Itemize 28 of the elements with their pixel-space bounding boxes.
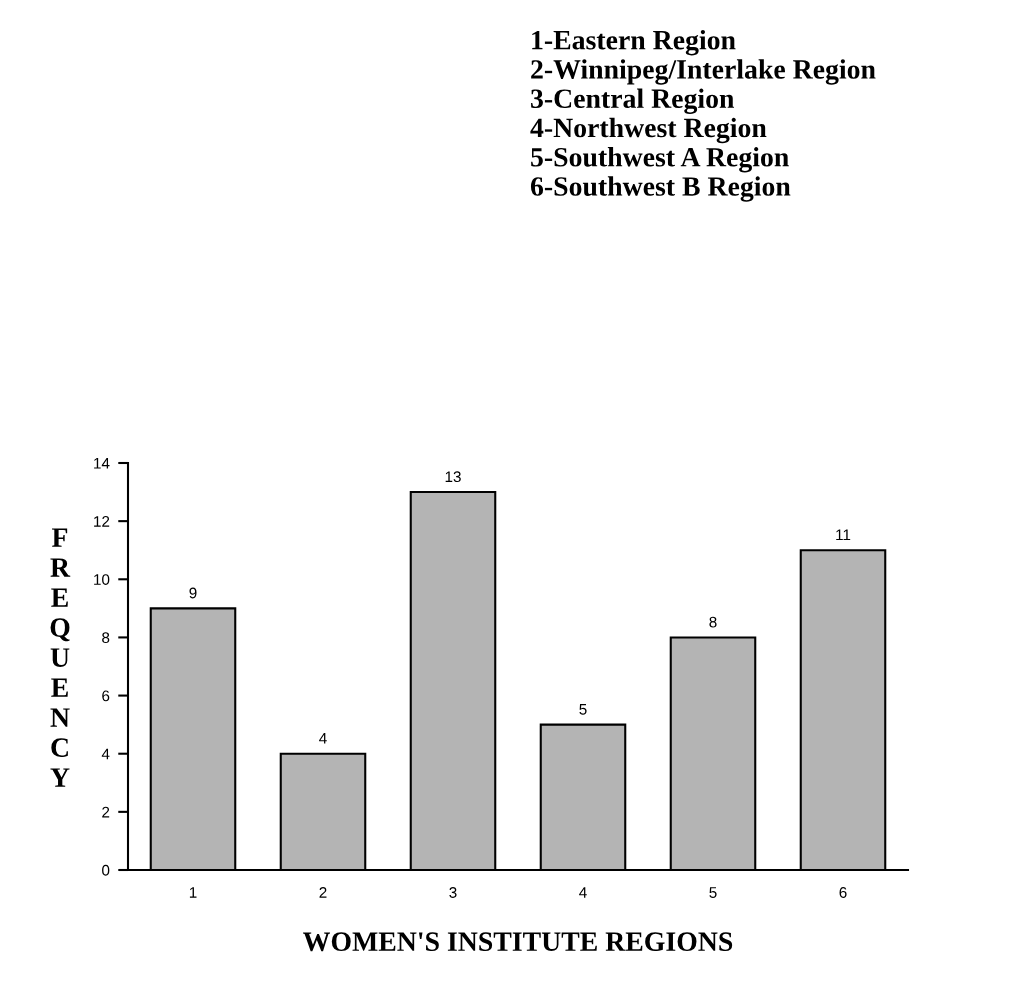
text: FREQUENCY	[50, 528, 71, 787]
text: 4-Northwest Region	[530, 117, 767, 144]
y-tick-label: 4	[101, 748, 110, 760]
x-tick-label: 6	[839, 887, 847, 898]
data-label: 11	[836, 529, 851, 541]
y-tick-label: 0	[102, 864, 110, 876]
text: 2-Winnipeg/Interlake Region	[531, 59, 876, 85]
data-label: 4	[319, 733, 327, 744]
y-tick-label: 8	[102, 632, 110, 644]
x-axis-title: WOMEN'S INSTITUTE REGIONS	[303, 932, 733, 952]
data-label: 9	[189, 587, 197, 599]
y-tick-label: 2	[102, 806, 110, 818]
x-tick-label: 2	[319, 887, 327, 898]
x-tick-label: 3	[449, 887, 457, 898]
y-tick-label: 10	[94, 574, 110, 585]
x-tick-label: 4	[579, 887, 587, 898]
text: 5-Southwest A Region	[531, 147, 789, 173]
y-tick-label: 14	[94, 458, 110, 469]
text: 6-Southwest B Region	[530, 176, 791, 202]
data-label: 13	[445, 471, 461, 483]
x-tick-label: 1	[189, 887, 197, 898]
x-tick-label: 5	[709, 887, 717, 898]
data-label: 5	[579, 704, 587, 715]
text: 3-Central Region	[531, 88, 735, 114]
data-label: 8	[709, 616, 717, 628]
y-tick-label: 6	[102, 690, 110, 702]
text: 1-Eastern Region	[532, 30, 736, 56]
y-tick-label: 12	[94, 516, 110, 527]
